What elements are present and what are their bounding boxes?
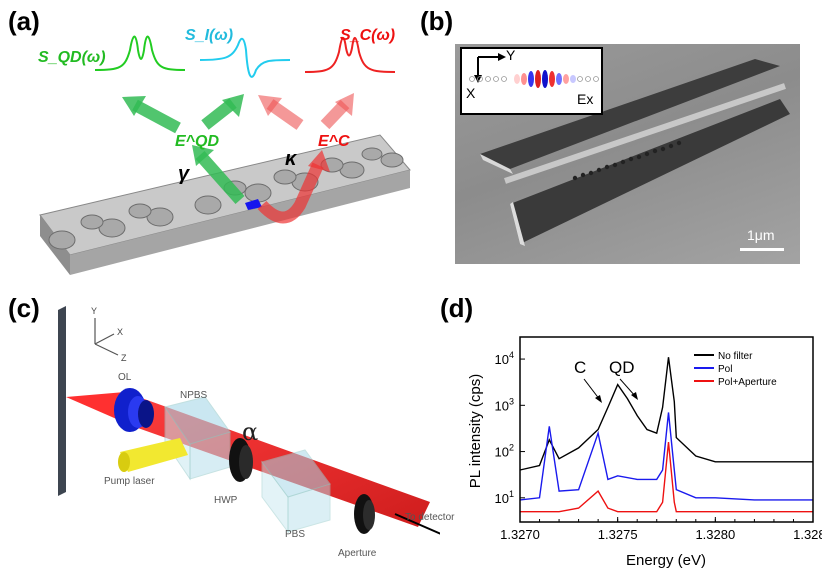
pump-laser-end — [118, 452, 130, 472]
annotation-qd: QD — [609, 358, 635, 377]
kappa-label: κ — [285, 148, 298, 170]
axis-x — [94, 333, 115, 345]
pbs-label: PBS — [285, 529, 306, 540]
detector-label: To detector — [405, 512, 455, 523]
panel-c-label: (c) — [8, 293, 40, 323]
ec-to-si-arrowhead — [258, 95, 282, 116]
sem-waveguide — [504, 83, 786, 184]
sem-lower-trench-edge — [510, 202, 525, 246]
inset-x-arrowhead — [498, 53, 506, 61]
scale-bar-line — [740, 248, 784, 251]
sem-image: 1μm — [455, 44, 800, 264]
kappa-arrow — [257, 162, 324, 224]
aperture-face — [363, 500, 375, 530]
inset-y-arrowhead — [474, 75, 482, 83]
hwp-plate-face — [239, 445, 253, 479]
inset-drawing — [469, 53, 599, 88]
pump-laser-beam — [120, 438, 188, 472]
pump-laser-label: Pump laser — [104, 476, 155, 487]
inset-field-pattern — [514, 70, 576, 88]
eqd-to-sqd-arrowhead — [122, 96, 146, 116]
y-tick-label: 103 — [495, 396, 514, 413]
waveguide-slab-side — [70, 170, 410, 275]
sc-label: S_C(ω) — [340, 27, 395, 44]
x-tick-label: 1.3285 — [793, 527, 822, 542]
npbs-label: NPBS — [180, 390, 208, 401]
si-label: S_I(ω) — [185, 27, 233, 44]
chart-frame — [519, 336, 814, 523]
sem-structure — [480, 59, 790, 251]
quantum-dot-marker — [245, 199, 262, 210]
si-spectrum-curve — [199, 37, 291, 78]
detector-arrow — [394, 513, 440, 535]
sem-lower-trench — [510, 99, 790, 244]
panel-a-figure: S_QD(ω) S_I(ω) S_C(ω) E^QD E^C γ κ — [38, 27, 411, 275]
gamma-arrowhead — [192, 145, 214, 166]
axis-x-label: X — [117, 327, 124, 337]
alpha-label: α — [242, 418, 259, 446]
ec-to-si-arrow — [266, 99, 304, 130]
axis-y-label: Y — [91, 306, 98, 316]
sem-upper-trench — [480, 59, 780, 169]
x-tick-label: 1.3275 — [598, 527, 638, 542]
y-tick-label: 102 — [495, 443, 514, 460]
inset-y-label: Y — [506, 47, 516, 63]
y-axis-label: PL intensity (cps) — [467, 374, 484, 489]
setup-figure — [58, 306, 440, 535]
x-tick-label: 1.3280 — [695, 527, 735, 542]
legend-label: Pol+Aperture — [718, 377, 777, 388]
inset-field-label: Ex — [577, 91, 594, 107]
gamma-label: γ — [178, 163, 191, 185]
sc-spectrum-curve — [304, 37, 396, 73]
ec-to-sc-arrowhead — [335, 93, 354, 116]
series-line-no-filter — [519, 357, 813, 471]
panel-a-label: (a) — [8, 6, 40, 36]
legend-label: No filter — [718, 351, 753, 362]
ol-label: OL — [118, 372, 132, 383]
aperture-label: Aperture — [338, 548, 377, 559]
hwp-label: HWP — [214, 495, 238, 506]
ec-label: E^C — [318, 133, 350, 150]
axis-z — [94, 343, 119, 356]
x-tick-label: 1.3270 — [500, 527, 540, 542]
pbs-cube-side — [261, 460, 289, 534]
gamma-arrow — [195, 151, 245, 204]
annotation-cavity-arrowhead — [595, 395, 602, 403]
ec-to-sc-arrow — [320, 99, 350, 130]
annotation-cavity-arrow — [583, 378, 601, 401]
objective-lens-ring — [138, 400, 154, 428]
annotation-qd-arrowhead — [631, 392, 638, 400]
panel-d-label: (d) — [440, 293, 474, 323]
pl-spectrum-chart: 1.3270 1.3275 1.3280 1.3285 101 102 103 104 C Q… — [467, 336, 822, 569]
sem-upper-trench-edge — [480, 154, 513, 174]
eqd-to-si-arrow — [201, 98, 237, 130]
field-inset: Y X Ex — [460, 47, 603, 115]
y-tick-label: 104 — [495, 350, 514, 367]
sqd-spectrum-curve — [94, 35, 186, 71]
sem-hole-row — [572, 140, 682, 181]
y-tick-label: 101 — [495, 489, 514, 506]
inset-x-label: X — [466, 85, 476, 101]
eqd-label: E^QD — [175, 133, 219, 150]
sqd-label: S_QD(ω) — [38, 49, 106, 66]
annotation-cavity: C — [574, 358, 586, 377]
legend-label: Pol — [718, 364, 732, 375]
eqd-to-sqd-arrow — [132, 99, 181, 134]
eqd-to-si-arrowhead — [222, 94, 244, 117]
scale-bar-label: 1μm — [747, 227, 775, 243]
inset-hole-outlines — [469, 76, 599, 82]
x-axis-label: Energy (eV) — [626, 552, 706, 569]
series-line-pol-aperture — [520, 442, 813, 513]
kappa-arrowhead — [308, 150, 330, 172]
sample-bar — [58, 306, 66, 496]
axis-z-label: Z — [121, 353, 127, 363]
series-line-pol — [519, 412, 813, 501]
panel-b-label: (b) — [420, 6, 454, 36]
